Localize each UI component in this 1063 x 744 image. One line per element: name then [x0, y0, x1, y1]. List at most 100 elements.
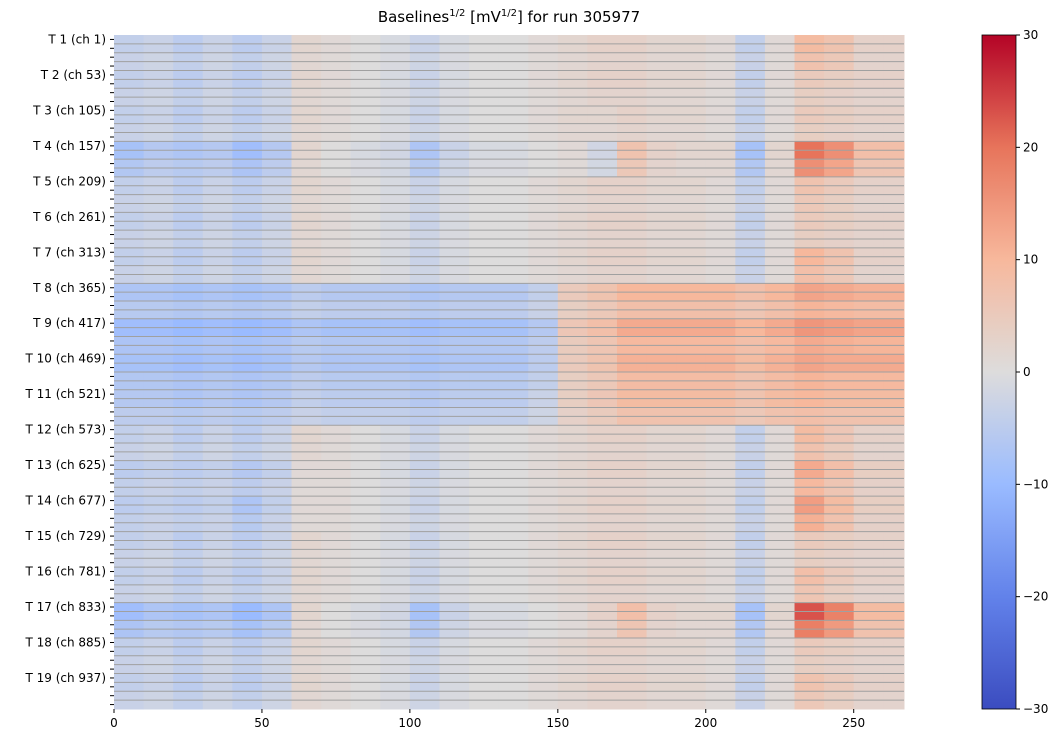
- heatmap-cell: [646, 646, 677, 657]
- heatmap-cell: [321, 691, 352, 701]
- heatmap-cell: [557, 97, 588, 107]
- heatmap-cell: [735, 460, 766, 471]
- heatmap-cell: [114, 575, 145, 586]
- heatmap-cell: [853, 602, 884, 612]
- heatmap-cell: [439, 425, 470, 435]
- heatmap-cell: [291, 575, 322, 586]
- heatmap-cell: [883, 123, 905, 134]
- heatmap-cell: [705, 522, 736, 533]
- heatmap-cell: [528, 43, 559, 54]
- heatmap-cell: [498, 247, 529, 258]
- heatmap-cell: [705, 549, 736, 559]
- heatmap-cell: [114, 221, 145, 231]
- heatmap-cell: [498, 309, 529, 320]
- heatmap-cell: [498, 61, 529, 71]
- heatmap-cell: [528, 620, 559, 630]
- heatmap-cell: [321, 345, 352, 355]
- heatmap-cell: [646, 43, 677, 54]
- heatmap-cell: [853, 398, 884, 408]
- y-tick-label: T 6 (ch 261): [32, 210, 106, 224]
- heatmap-cell: [232, 407, 263, 417]
- heatmap-cell: [321, 43, 352, 54]
- heatmap-cell: [291, 150, 322, 160]
- heatmap-cell: [764, 398, 796, 408]
- heatmap-cell: [409, 141, 440, 151]
- heatmap-cell: [646, 141, 677, 151]
- heatmap-cell: [824, 123, 855, 134]
- heatmap-cell: [321, 283, 352, 293]
- heatmap-cell: [616, 460, 648, 471]
- heatmap-cell: [735, 407, 766, 417]
- y-tick-label: T 3 (ch 105): [32, 103, 106, 117]
- heatmap-cell: [409, 469, 440, 479]
- heatmap-cell: [883, 646, 905, 657]
- heatmap-cell: [883, 682, 905, 692]
- heatmap-cell: [114, 123, 145, 134]
- heatmap-cell: [469, 505, 500, 515]
- heatmap-cell: [173, 584, 204, 595]
- heatmap-cell: [764, 212, 796, 222]
- heatmap-cell: [646, 513, 677, 524]
- heatmap-cell: [735, 61, 766, 71]
- y-tick-label: T 13 (ch 625): [24, 458, 106, 472]
- heatmap-cell: [794, 105, 825, 116]
- heatmap-cell: [498, 416, 529, 426]
- heatmap-cell: [587, 354, 618, 364]
- heatmap-cell: [616, 602, 648, 612]
- heatmap-cell: [498, 230, 529, 240]
- heatmap-cell: [764, 451, 796, 462]
- heatmap-cell: [676, 43, 707, 54]
- heatmap-cell: [676, 238, 707, 249]
- heatmap-cell: [409, 176, 440, 187]
- heatmap-cell: [883, 434, 905, 444]
- heatmap-cell: [439, 114, 470, 125]
- heatmap-cell: [646, 336, 677, 346]
- heatmap-cell: [587, 52, 618, 63]
- heatmap-cell: [587, 691, 618, 701]
- heatmap-cell: [380, 88, 411, 98]
- heatmap-cell: [528, 602, 559, 612]
- heatmap-cell: [173, 469, 204, 479]
- heatmap-cell: [173, 496, 204, 506]
- heatmap-cell: [498, 469, 529, 479]
- heatmap-cell: [291, 478, 322, 488]
- heatmap-cell: [735, 88, 766, 98]
- heatmap-cell: [794, 212, 825, 222]
- heatmap-cell: [735, 363, 766, 373]
- heatmap-cell: [587, 203, 618, 213]
- heatmap-cell: [439, 327, 470, 338]
- heatmap-cell: [676, 52, 707, 63]
- heatmap-cell: [173, 398, 204, 408]
- heatmap-cell: [824, 203, 855, 213]
- heatmap-cell: [202, 345, 233, 355]
- heatmap-cell: [883, 61, 905, 71]
- heatmap-cell: [350, 638, 381, 648]
- heatmap-cell: [853, 97, 884, 107]
- heatmap-cell: [498, 531, 529, 541]
- heatmap-cell: [439, 168, 470, 178]
- heatmap-cell: [853, 691, 884, 701]
- heatmap-cell: [557, 620, 588, 630]
- heatmap-cell: [616, 496, 648, 506]
- heatmap-cell: [409, 274, 440, 284]
- heatmap-cell: [824, 682, 855, 692]
- heatmap-cell: [173, 664, 204, 675]
- heatmap-cell: [261, 584, 293, 595]
- heatmap-cell: [587, 70, 618, 80]
- heatmap-cell: [557, 380, 588, 391]
- heatmap-cell: [173, 61, 204, 71]
- heatmap-cell: [557, 522, 588, 533]
- heatmap-cell: [853, 176, 884, 187]
- heatmap-cell: [498, 150, 529, 160]
- heatmap-cell: [439, 43, 470, 54]
- heatmap-cell: [232, 238, 263, 249]
- heatmap-cell: [853, 505, 884, 515]
- heatmap-cell: [439, 664, 470, 675]
- heatmap-cell: [794, 97, 825, 107]
- heatmap-cell: [291, 691, 322, 701]
- heatmap-cell: [616, 646, 648, 657]
- heatmap-cell: [202, 283, 233, 293]
- heatmap-cell: [232, 691, 263, 701]
- heatmap-cell: [114, 655, 145, 666]
- heatmap-cell: [853, 336, 884, 346]
